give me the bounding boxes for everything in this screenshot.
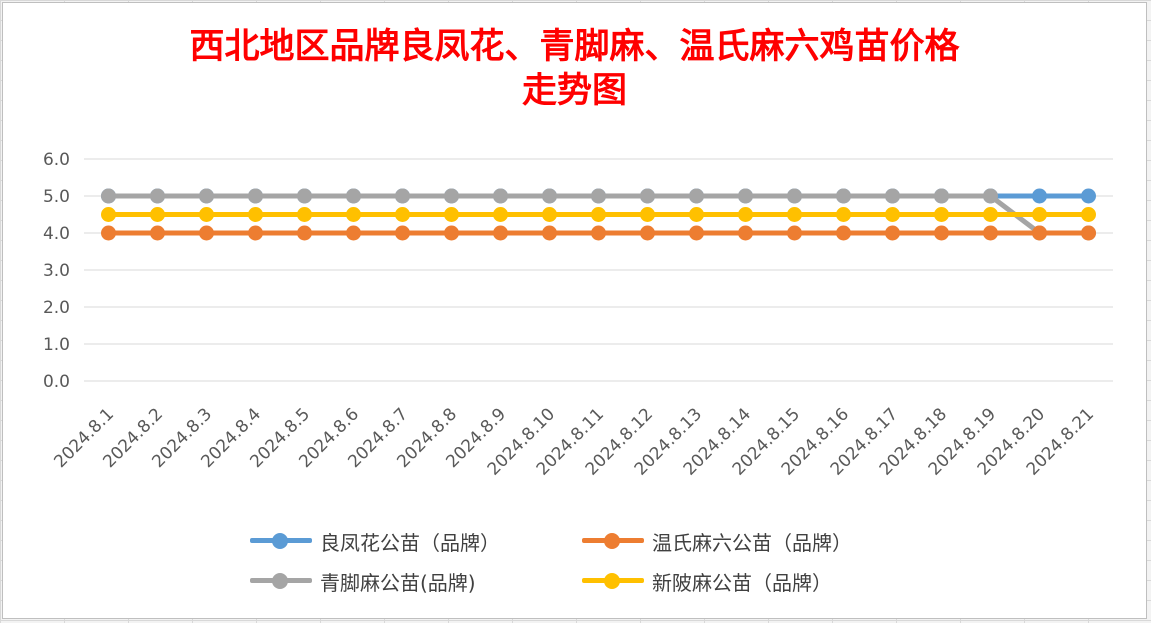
data-point <box>542 207 557 222</box>
data-point <box>689 207 704 222</box>
legend-label-3: 青脚麻公苗(品牌) <box>320 570 476 595</box>
legend-marker-1 <box>272 533 288 549</box>
data-point <box>101 207 116 222</box>
data-point <box>346 188 361 204</box>
data-point <box>640 188 655 204</box>
data-point <box>738 188 753 204</box>
data-point <box>150 207 165 222</box>
y-tick-label: 3.0 <box>43 261 70 281</box>
data-point <box>591 225 606 241</box>
legend-item-1[interactable]: 良凤花公苗（品牌） <box>250 523 500 559</box>
data-point <box>199 188 214 204</box>
data-point <box>885 188 900 204</box>
data-point <box>1081 207 1096 222</box>
data-point <box>983 225 998 241</box>
data-point <box>444 207 459 222</box>
legend-marker-2 <box>604 533 620 549</box>
data-point <box>934 225 949 241</box>
legend-marker-4 <box>604 573 620 589</box>
legend-label-1: 良凤花公苗（品牌） <box>320 530 500 555</box>
data-point <box>150 188 165 204</box>
data-point <box>738 207 753 222</box>
data-point <box>199 207 214 222</box>
data-point <box>297 225 312 241</box>
y-tick-label: 1.0 <box>43 335 70 355</box>
legend-item-3[interactable]: 青脚麻公苗(品牌) <box>250 563 476 599</box>
data-point <box>493 188 508 204</box>
data-point <box>542 188 557 204</box>
data-point <box>248 225 263 241</box>
data-point <box>689 188 704 204</box>
data-point <box>689 225 704 241</box>
data-point <box>640 225 655 241</box>
data-point <box>395 225 410 241</box>
data-point <box>444 225 459 241</box>
data-point <box>983 188 998 204</box>
legend-swatch-2 <box>582 531 644 551</box>
data-point <box>395 188 410 204</box>
data-point <box>591 188 606 204</box>
data-point <box>248 207 263 222</box>
data-point <box>836 207 851 222</box>
data-point <box>199 225 214 241</box>
data-point <box>248 188 263 204</box>
data-point <box>297 188 312 204</box>
data-point <box>836 225 851 241</box>
y-tick-label: 0.0 <box>43 372 70 392</box>
legend-swatch-1 <box>250 531 312 551</box>
plot-area: 0.01.02.03.04.05.06.02024.8.12024.8.2202… <box>43 150 1113 480</box>
data-point <box>591 207 606 222</box>
legend-item-4[interactable]: 新陂麻公苗（品牌） <box>582 563 832 599</box>
legend-marker-3 <box>272 573 288 589</box>
data-point <box>493 207 508 222</box>
chart-title: 西北地区品牌良凤花、青脚麻、温氏麻六鸡苗价格 走势图 <box>3 25 1146 113</box>
y-tick-label: 2.0 <box>43 298 70 318</box>
data-point <box>885 207 900 222</box>
chart-title-line-1: 西北地区品牌良凤花、青脚麻、温氏麻六鸡苗价格 <box>189 26 960 67</box>
data-point <box>787 225 802 241</box>
y-tick-label: 4.0 <box>43 224 70 244</box>
data-point <box>101 225 116 241</box>
data-point <box>395 207 410 222</box>
data-point <box>934 188 949 204</box>
data-point <box>738 225 753 241</box>
data-point <box>346 225 361 241</box>
data-point <box>836 188 851 204</box>
data-point <box>787 188 802 204</box>
y-tick-label: 5.0 <box>43 187 70 207</box>
data-point <box>1032 207 1047 222</box>
data-point <box>542 225 557 241</box>
legend-item-2[interactable]: 温氏麻六公苗（品牌） <box>582 523 852 559</box>
data-point <box>444 188 459 204</box>
data-point <box>297 207 312 222</box>
data-point <box>934 207 949 222</box>
data-point <box>640 207 655 222</box>
data-point <box>1032 188 1047 204</box>
legend-label-2: 温氏麻六公苗（品牌） <box>652 530 852 555</box>
data-point <box>983 207 998 222</box>
y-tick-label: 6.0 <box>43 150 70 170</box>
legend-swatch-4 <box>582 571 644 591</box>
data-point <box>150 225 165 241</box>
legend-swatch-3 <box>250 571 312 591</box>
legend-label-4: 新陂麻公苗（品牌） <box>652 570 832 595</box>
data-point <box>493 225 508 241</box>
data-point <box>346 207 361 222</box>
data-point <box>787 207 802 222</box>
chart-title-line-2: 走势图 <box>521 70 627 111</box>
data-point <box>101 188 116 204</box>
data-point <box>1032 225 1047 241</box>
data-point <box>885 225 900 241</box>
data-point <box>1081 225 1096 241</box>
data-point <box>1081 188 1096 204</box>
